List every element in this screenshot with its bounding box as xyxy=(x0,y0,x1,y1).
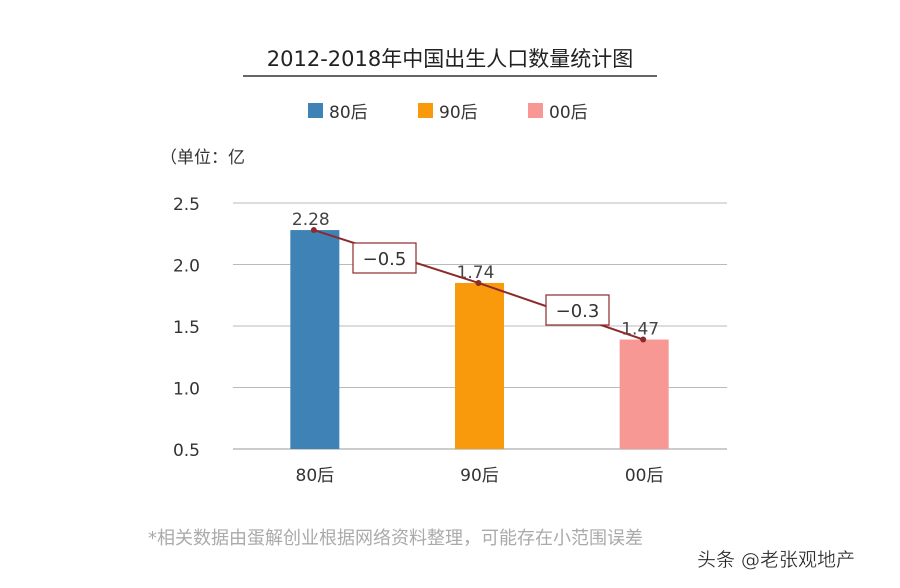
data-label: 2.28 xyxy=(292,210,330,230)
y-tick-label: 2.5 xyxy=(173,195,200,215)
difference-label: −0.3 xyxy=(556,301,600,322)
bar-3 xyxy=(619,339,669,449)
footnote: *相关数据由蛋解创业根据网络资料整理，可能存在小范围误差 xyxy=(148,528,643,549)
y-tick-label: 1.0 xyxy=(173,380,200,400)
difference-box xyxy=(352,242,417,274)
x-tick-label: 90后 xyxy=(460,466,499,486)
y-tick-label: 0.5 xyxy=(173,441,200,461)
chart-title: 2012-2018年中国出生人口数量统计图 xyxy=(267,47,633,71)
trend-point xyxy=(640,336,647,343)
legend-swatch xyxy=(528,103,543,118)
y-tick-label: 2.0 xyxy=(173,257,200,277)
legend-label: 00后 xyxy=(549,103,588,123)
legend-swatch xyxy=(308,103,323,118)
data-label: 1.47 xyxy=(621,320,659,340)
legend-label: 80后 xyxy=(329,103,368,123)
legend-label: 90后 xyxy=(439,103,478,123)
legend-swatch xyxy=(418,103,433,118)
data-label: 1.74 xyxy=(457,263,495,283)
trend-point xyxy=(475,279,482,286)
x-tick-label: 00后 xyxy=(625,466,664,486)
trend-point xyxy=(310,227,317,234)
difference-box xyxy=(545,294,610,326)
bar-2 xyxy=(455,282,504,449)
bar-1 xyxy=(290,230,340,449)
y-tick-label: 1.5 xyxy=(173,318,200,338)
unit-label: （单位：亿 xyxy=(160,148,245,168)
x-tick-label: 80后 xyxy=(296,466,335,486)
difference-label: −0.5 xyxy=(363,249,407,270)
watermark: 头条 @老张观地产 xyxy=(697,549,855,571)
